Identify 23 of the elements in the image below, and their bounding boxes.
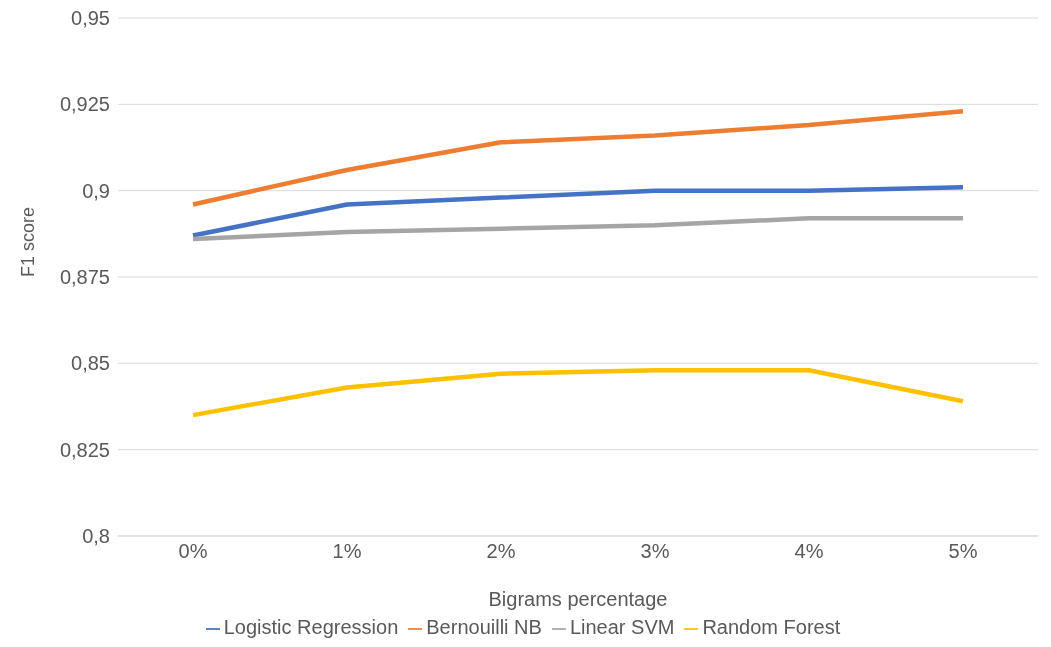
- y-axis-title: F1 score: [18, 206, 39, 277]
- line-series: [190, 216, 966, 242]
- line-series: [190, 367, 966, 418]
- x-tick-label: 3%: [640, 540, 670, 563]
- y-tick-label: 0,825: [59, 438, 110, 461]
- legend-label: Linear SVM: [569, 616, 675, 638]
- legend-label: Random Forest: [702, 616, 841, 638]
- legend-label: Bernouilli NB: [426, 616, 542, 638]
- x-tick-label: 1%: [332, 540, 362, 563]
- x-tick-label: 4%: [794, 540, 824, 563]
- legend-label: Logistic Regression: [223, 616, 399, 638]
- y-tick-label: 0,875: [59, 266, 110, 289]
- x-tick-label: 2%: [486, 540, 516, 563]
- line-series: [190, 184, 966, 238]
- x-tick-label: 5%: [948, 540, 978, 563]
- y-tick-label: 0,95: [71, 7, 110, 30]
- y-tick-label: 0,85: [71, 352, 110, 375]
- y-tick-label: 0,9: [82, 179, 110, 202]
- x-axis-title: Bigrams percentage: [488, 588, 668, 610]
- x-tick-label: 0%: [178, 540, 208, 563]
- y-tick-label: 0,8: [82, 525, 110, 548]
- y-tick-label: 0,925: [59, 93, 110, 116]
- line-series: [190, 108, 966, 207]
